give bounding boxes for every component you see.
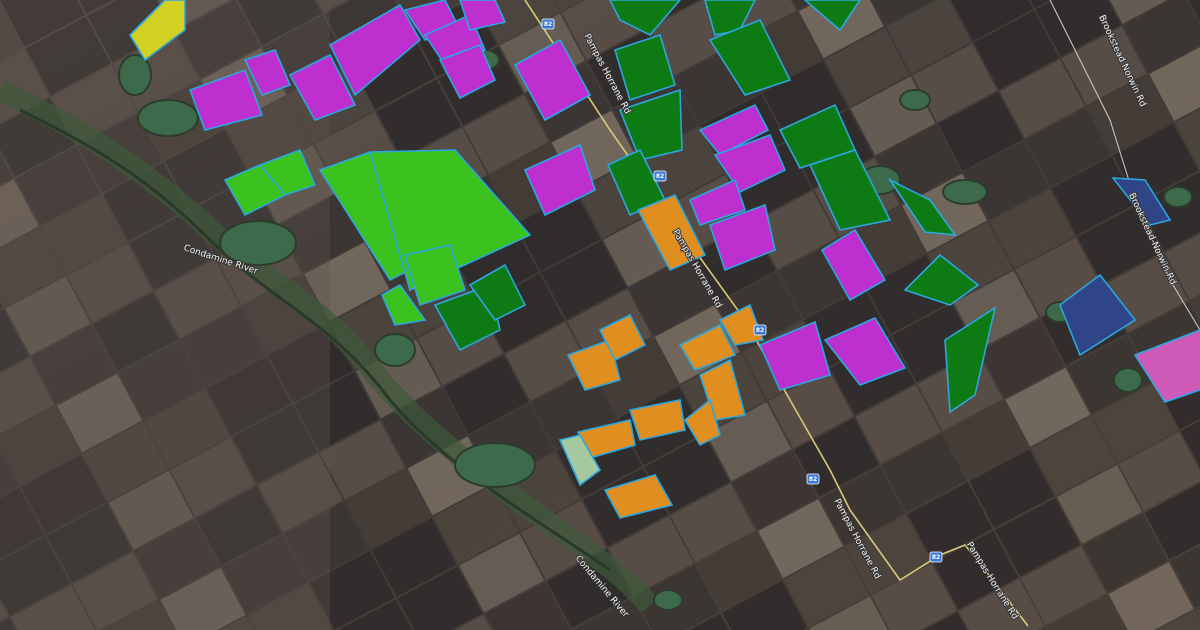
field-magenta[interactable] <box>288 53 357 121</box>
water-pond <box>454 442 536 488</box>
field-magenta[interactable] <box>708 203 776 272</box>
field-dark-green[interactable] <box>944 306 997 414</box>
route-shield: 82 <box>541 18 555 30</box>
field-dark-green[interactable] <box>614 33 676 102</box>
field-orange[interactable] <box>718 303 765 346</box>
grazing-area <box>0 0 330 630</box>
route-number: 82 <box>809 476 817 483</box>
water-pond <box>374 333 416 367</box>
route-shield: 82 <box>806 473 820 485</box>
field-navy[interactable] <box>1111 177 1172 226</box>
field-orange[interactable] <box>598 313 647 362</box>
field-orange[interactable] <box>566 338 621 391</box>
field-orange[interactable] <box>683 398 721 447</box>
water-pond <box>118 54 152 96</box>
field-dark-green[interactable] <box>803 0 861 32</box>
field-lime[interactable] <box>380 283 427 326</box>
field-yellow[interactable] <box>128 0 186 62</box>
field-magenta[interactable] <box>459 0 507 31</box>
field-dark-green[interactable] <box>618 88 683 161</box>
route-number: 82 <box>544 21 552 28</box>
field-orange[interactable] <box>636 193 707 272</box>
route-number: 82 <box>932 554 940 561</box>
field-dark-green[interactable] <box>708 18 792 96</box>
field-magenta[interactable] <box>513 38 592 122</box>
field-magenta[interactable] <box>713 133 787 194</box>
water-pond <box>219 220 297 266</box>
field-dark-green[interactable] <box>887 177 957 236</box>
condamine-river <box>19 108 611 572</box>
field-dark-green[interactable] <box>468 263 527 322</box>
field-dark-green[interactable] <box>808 149 892 231</box>
route-number: 82 <box>756 327 764 334</box>
field-dark-green[interactable] <box>609 0 682 36</box>
field-magenta[interactable] <box>243 49 292 96</box>
river-corridor <box>0 80 658 613</box>
field-pale-green[interactable] <box>558 434 602 487</box>
water-pond <box>1113 367 1143 393</box>
field-magenta[interactable] <box>523 143 596 217</box>
water-pond <box>899 89 931 111</box>
field-magenta[interactable] <box>820 228 887 302</box>
route-number: 82 <box>656 173 664 180</box>
field-magenta[interactable] <box>698 103 770 157</box>
route-shield: 82 <box>929 551 943 563</box>
field-lime[interactable] <box>258 148 317 196</box>
route-shield: 82 <box>753 324 767 336</box>
field-navy[interactable] <box>1059 273 1137 357</box>
field-orange[interactable] <box>603 474 674 519</box>
route-shield: 82 <box>653 170 667 182</box>
field-magenta[interactable] <box>188 68 264 131</box>
field-polygons <box>128 0 1200 519</box>
field-magenta[interactable] <box>688 178 747 226</box>
field-dark-green[interactable] <box>903 253 980 306</box>
field-magenta[interactable] <box>823 316 907 386</box>
water-pond <box>1163 186 1193 208</box>
field-pink[interactable] <box>1133 329 1200 403</box>
water-pond <box>942 179 988 205</box>
field-magenta[interactable] <box>438 43 497 100</box>
field-orange[interactable] <box>628 399 686 441</box>
field-magenta[interactable] <box>328 3 422 97</box>
water-pond <box>653 589 683 611</box>
field-orange[interactable] <box>678 323 737 371</box>
water-pond <box>137 99 199 137</box>
field-lime[interactable] <box>403 244 467 307</box>
field-magenta[interactable] <box>758 320 831 391</box>
